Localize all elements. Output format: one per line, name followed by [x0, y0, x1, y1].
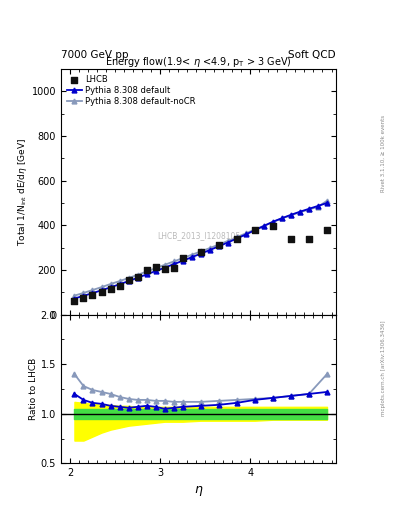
- Pythia 8.308 default-noCR: [72, 292, 77, 298]
- LHCB: [116, 282, 123, 290]
- Pythia 8.308 default-noCR: [126, 275, 131, 281]
- Pythia 8.308 default: [298, 209, 302, 215]
- Pythia 8.308 default-noCR: [270, 219, 275, 225]
- Pythia 8.308 default-noCR: [208, 245, 212, 251]
- LHCB: [89, 291, 95, 299]
- Pythia 8.308 default-noCR: [135, 272, 140, 278]
- Pythia 8.308 default-noCR: [189, 252, 194, 258]
- Pythia 8.308 default-noCR: [108, 281, 113, 287]
- Pythia 8.308 default-noCR: [153, 265, 158, 271]
- Pythia 8.308 default: [235, 236, 239, 242]
- Pythia 8.308 default-noCR: [279, 216, 284, 222]
- Pythia 8.308 default-noCR: [235, 234, 239, 240]
- Pythia 8.308 default-noCR: [99, 284, 104, 290]
- Pythia 8.308 default: [180, 258, 185, 264]
- Pythia 8.308 default: [135, 275, 140, 281]
- Pythia 8.308 default: [208, 247, 212, 253]
- Pythia 8.308 default-noCR: [243, 230, 248, 237]
- Text: LHCB_2013_I1208105: LHCB_2013_I1208105: [157, 231, 240, 241]
- Pythia 8.308 default-noCR: [81, 290, 86, 296]
- Pythia 8.308 default: [99, 287, 104, 293]
- Pythia 8.308 default-noCR: [180, 255, 185, 261]
- X-axis label: $\eta$: $\eta$: [194, 484, 203, 498]
- LHCB: [125, 276, 132, 284]
- Pythia 8.308 default: [288, 212, 293, 218]
- Pythia 8.308 default-noCR: [316, 204, 320, 210]
- Line: Pythia 8.308 default: Pythia 8.308 default: [72, 201, 329, 301]
- Pythia 8.308 default: [243, 231, 248, 238]
- Title: Energy flow(1.9< $\eta$ <4.9, p$_{\mathrm{T}}$ > 3 GeV): Energy flow(1.9< $\eta$ <4.9, p$_{\mathr…: [105, 55, 292, 69]
- Pythia 8.308 default: [270, 219, 275, 225]
- Pythia 8.308 default-noCR: [117, 278, 122, 284]
- Pythia 8.308 default: [108, 284, 113, 290]
- Pythia 8.308 default-noCR: [298, 209, 302, 215]
- Y-axis label: Ratio to LHCB: Ratio to LHCB: [29, 358, 38, 420]
- LHCB: [107, 285, 114, 293]
- Pythia 8.308 default: [126, 278, 131, 284]
- LHCB: [71, 297, 77, 305]
- Pythia 8.308 default-noCR: [261, 223, 266, 229]
- LHCB: [270, 222, 276, 230]
- LHCB: [180, 253, 186, 262]
- Text: Soft QCD: Soft QCD: [288, 50, 336, 60]
- LHCB: [288, 234, 294, 243]
- Pythia 8.308 default: [252, 227, 257, 233]
- Text: Rivet 3.1.10, ≥ 100k events: Rivet 3.1.10, ≥ 100k events: [381, 115, 386, 192]
- LHCB: [152, 263, 159, 271]
- Pythia 8.308 default: [189, 254, 194, 260]
- LHCB: [98, 288, 105, 296]
- Pythia 8.308 default: [117, 281, 122, 287]
- Pythia 8.308 default-noCR: [252, 226, 257, 232]
- LHCB: [306, 234, 312, 243]
- Pythia 8.308 default: [325, 200, 329, 206]
- Pythia 8.308 default: [171, 261, 176, 267]
- Pythia 8.308 default-noCR: [217, 242, 221, 248]
- LHCB: [234, 234, 240, 243]
- Pythia 8.308 default-noCR: [162, 262, 167, 268]
- Pythia 8.308 default: [90, 290, 95, 296]
- LHCB: [162, 265, 168, 273]
- Pythia 8.308 default-noCR: [198, 248, 203, 254]
- Pythia 8.308 default-noCR: [90, 287, 95, 293]
- LHCB: [134, 272, 141, 281]
- LHCB: [171, 264, 177, 272]
- Pythia 8.308 default: [162, 265, 167, 271]
- Pythia 8.308 default-noCR: [226, 238, 230, 244]
- Pythia 8.308 default-noCR: [171, 259, 176, 265]
- LHCB: [80, 294, 86, 302]
- LHCB: [198, 248, 204, 256]
- LHCB: [324, 226, 330, 234]
- Pythia 8.308 default-noCR: [325, 198, 329, 204]
- Pythia 8.308 default: [261, 223, 266, 229]
- Pythia 8.308 default-noCR: [144, 268, 149, 274]
- Legend: LHCB, Pythia 8.308 default, Pythia 8.308 default-noCR: LHCB, Pythia 8.308 default, Pythia 8.308…: [64, 73, 198, 109]
- Pythia 8.308 default-noCR: [288, 212, 293, 218]
- LHCB: [252, 226, 258, 234]
- Pythia 8.308 default: [198, 250, 203, 257]
- Pythia 8.308 default: [81, 293, 86, 299]
- Pythia 8.308 default: [279, 215, 284, 221]
- Pythia 8.308 default: [307, 206, 311, 212]
- Pythia 8.308 default: [144, 271, 149, 278]
- Pythia 8.308 default: [72, 295, 77, 302]
- LHCB: [143, 266, 150, 274]
- Pythia 8.308 default: [153, 268, 158, 274]
- Pythia 8.308 default: [226, 240, 230, 246]
- Y-axis label: Total 1/N$_{\mathrm{int}}$ dE/d$\eta$ [GeV]: Total 1/N$_{\mathrm{int}}$ dE/d$\eta$ [G…: [16, 138, 29, 246]
- Text: 7000 GeV pp: 7000 GeV pp: [61, 50, 129, 60]
- Text: mcplots.cern.ch [arXiv:1306.3436]: mcplots.cern.ch [arXiv:1306.3436]: [381, 321, 386, 416]
- Line: Pythia 8.308 default-noCR: Pythia 8.308 default-noCR: [72, 198, 329, 298]
- Pythia 8.308 default: [316, 203, 320, 209]
- Pythia 8.308 default-noCR: [307, 206, 311, 212]
- LHCB: [216, 241, 222, 249]
- Pythia 8.308 default: [217, 243, 221, 249]
